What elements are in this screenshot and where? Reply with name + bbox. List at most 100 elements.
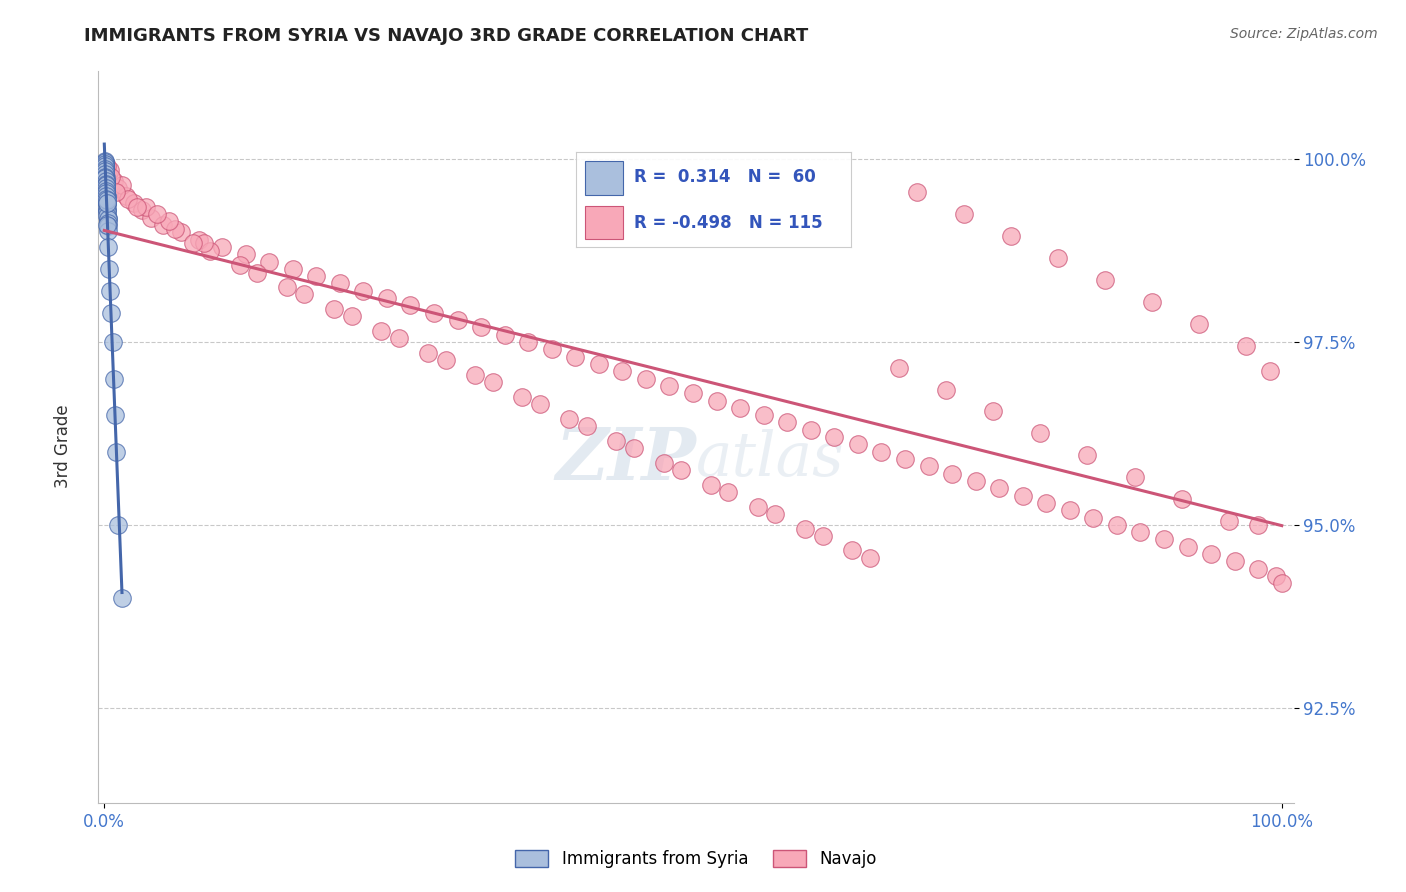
- Point: [1264, 569, 1286, 583]
- Point: [96, 218, 118, 232]
- Point: [905, 185, 928, 199]
- Point: [94, 170, 117, 185]
- Point: [1047, 251, 1070, 265]
- Point: [96, 190, 118, 204]
- Point: [96, 188, 118, 202]
- Point: [96, 196, 118, 211]
- Text: 3rd Grade: 3rd Grade: [55, 404, 72, 488]
- Point: [1247, 517, 1270, 532]
- Point: [1218, 514, 1240, 528]
- Point: [1000, 229, 1022, 244]
- Point: [94, 168, 117, 182]
- Point: [658, 379, 681, 393]
- Point: [93, 156, 115, 170]
- Point: [388, 331, 411, 345]
- Point: [935, 383, 957, 397]
- Point: [671, 463, 693, 477]
- Point: [97, 224, 120, 238]
- Point: [1223, 554, 1246, 568]
- Point: [131, 203, 153, 218]
- Point: [329, 277, 352, 291]
- Point: [375, 291, 398, 305]
- Point: [94, 162, 117, 177]
- Point: [1083, 510, 1105, 524]
- Point: [97, 211, 120, 225]
- Point: [97, 212, 120, 227]
- Point: [1236, 339, 1258, 353]
- Point: [107, 181, 129, 195]
- Point: [98, 284, 121, 298]
- Point: [193, 236, 215, 251]
- Point: [235, 247, 257, 261]
- Point: [859, 550, 882, 565]
- Text: Source: ZipAtlas.com: Source: ZipAtlas.com: [1230, 27, 1378, 41]
- Point: [93, 153, 115, 168]
- Point: [94, 184, 117, 198]
- Point: [699, 477, 721, 491]
- Point: [94, 165, 117, 179]
- Point: [94, 174, 117, 188]
- Point: [228, 258, 250, 272]
- Point: [1142, 294, 1164, 309]
- Point: [94, 163, 117, 178]
- Point: [634, 371, 657, 385]
- Point: [728, 401, 751, 415]
- Point: [564, 350, 586, 364]
- Point: [97, 240, 120, 254]
- Point: [340, 310, 363, 324]
- Point: [94, 169, 117, 184]
- Text: IMMIGRANTS FROM SYRIA VS NAVAJO 3RD GRADE CORRELATION CHART: IMMIGRANTS FROM SYRIA VS NAVAJO 3RD GRAD…: [84, 27, 808, 45]
- Point: [1199, 547, 1222, 561]
- Point: [96, 188, 118, 202]
- Point: [482, 376, 505, 390]
- Point: [322, 302, 344, 317]
- Point: [1258, 364, 1281, 378]
- Point: [953, 207, 976, 221]
- Point: [97, 219, 120, 234]
- Point: [96, 209, 118, 223]
- Point: [98, 163, 121, 178]
- Point: [887, 360, 910, 375]
- Point: [163, 221, 186, 235]
- Point: [94, 161, 117, 175]
- Point: [1188, 317, 1211, 331]
- Point: [540, 343, 562, 357]
- Point: [1105, 517, 1128, 532]
- Point: [917, 459, 939, 474]
- Point: [1170, 492, 1192, 507]
- Point: [104, 408, 127, 422]
- Point: [96, 204, 118, 219]
- Point: [96, 160, 118, 174]
- Point: [1247, 562, 1270, 576]
- Point: [706, 393, 728, 408]
- Text: ZIP: ZIP: [555, 424, 696, 494]
- Point: [96, 193, 118, 207]
- Point: [510, 390, 533, 404]
- Point: [747, 500, 769, 514]
- Point: [96, 186, 118, 200]
- Point: [146, 207, 169, 221]
- Point: [94, 160, 117, 174]
- Point: [870, 444, 893, 458]
- Point: [765, 507, 787, 521]
- Point: [134, 200, 156, 214]
- Point: [257, 254, 280, 268]
- Point: [1123, 470, 1146, 484]
- Point: [94, 180, 117, 194]
- Point: [114, 188, 136, 202]
- Point: [1035, 496, 1057, 510]
- Point: [122, 196, 145, 211]
- Point: [965, 474, 987, 488]
- Point: [98, 261, 121, 276]
- Point: [94, 177, 117, 191]
- Point: [494, 327, 516, 342]
- Point: [96, 203, 118, 218]
- Point: [141, 211, 163, 225]
- Point: [464, 368, 486, 382]
- Point: [294, 287, 316, 301]
- Point: [94, 160, 117, 174]
- Point: [894, 452, 917, 467]
- Point: [981, 404, 1004, 418]
- Point: [96, 194, 118, 209]
- Point: [682, 386, 704, 401]
